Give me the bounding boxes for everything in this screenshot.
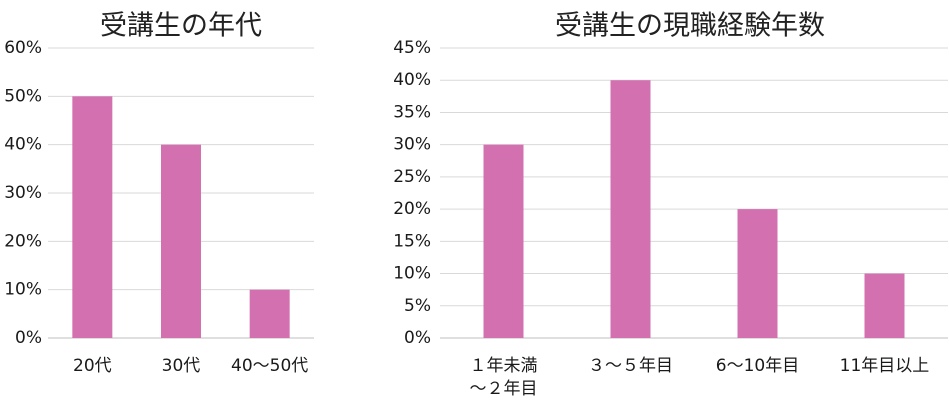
y-tick-label: 0% [404,328,431,348]
y-tick-label: 0% [15,328,42,348]
bar [864,273,905,338]
y-tick-label: 10% [393,264,431,284]
y-tick-label: 5% [404,296,431,316]
bar [249,289,290,338]
chart-title: 受講生の年代 [100,11,262,42]
y-tick-label: 30% [4,183,42,203]
x-tick-label: ３〜５年目 [588,356,673,376]
bar [72,96,113,338]
bar [737,209,778,338]
y-tick-label: 25% [393,167,431,187]
y-tick-label: 40% [4,135,42,155]
bar [483,144,524,338]
y-tick-label: 35% [393,102,431,122]
x-tick-label: 40〜50代 [231,356,308,376]
y-tick-label: 50% [4,86,42,106]
y-tick-label: 45% [393,38,431,58]
y-tick-label: 40% [393,70,431,90]
chart-experience-years: 受講生の現職経験年数 0% 5% 10% 15% 20% 25% 30% 35% 40% 45% １年… [393,11,948,399]
y-tick-label: 15% [393,231,431,251]
chart-title: 受講生の現職経験年数 [555,11,825,42]
chart-age-distribution: 受講生の年代 0% 10% 20% 30% 40% 50% 60% 20代 30代 40〜50代 [4,11,314,376]
y-tick-label: 20% [4,231,42,251]
x-tick-label: 6〜10年目 [716,356,799,376]
y-tick-label: 10% [4,280,42,300]
x-tick-label: 30代 [162,356,201,376]
y-tick-label: 30% [393,135,431,155]
bar [610,80,651,338]
x-tick-label: 20代 [73,356,112,376]
bar [161,144,201,338]
x-tick-label: １年未満 [470,356,538,376]
y-tick-label: 20% [393,199,431,219]
x-tick-label: 11年目以上 [840,356,930,376]
y-tick-label: 60% [4,38,42,58]
x-tick-label: 〜２年目 [470,379,538,399]
